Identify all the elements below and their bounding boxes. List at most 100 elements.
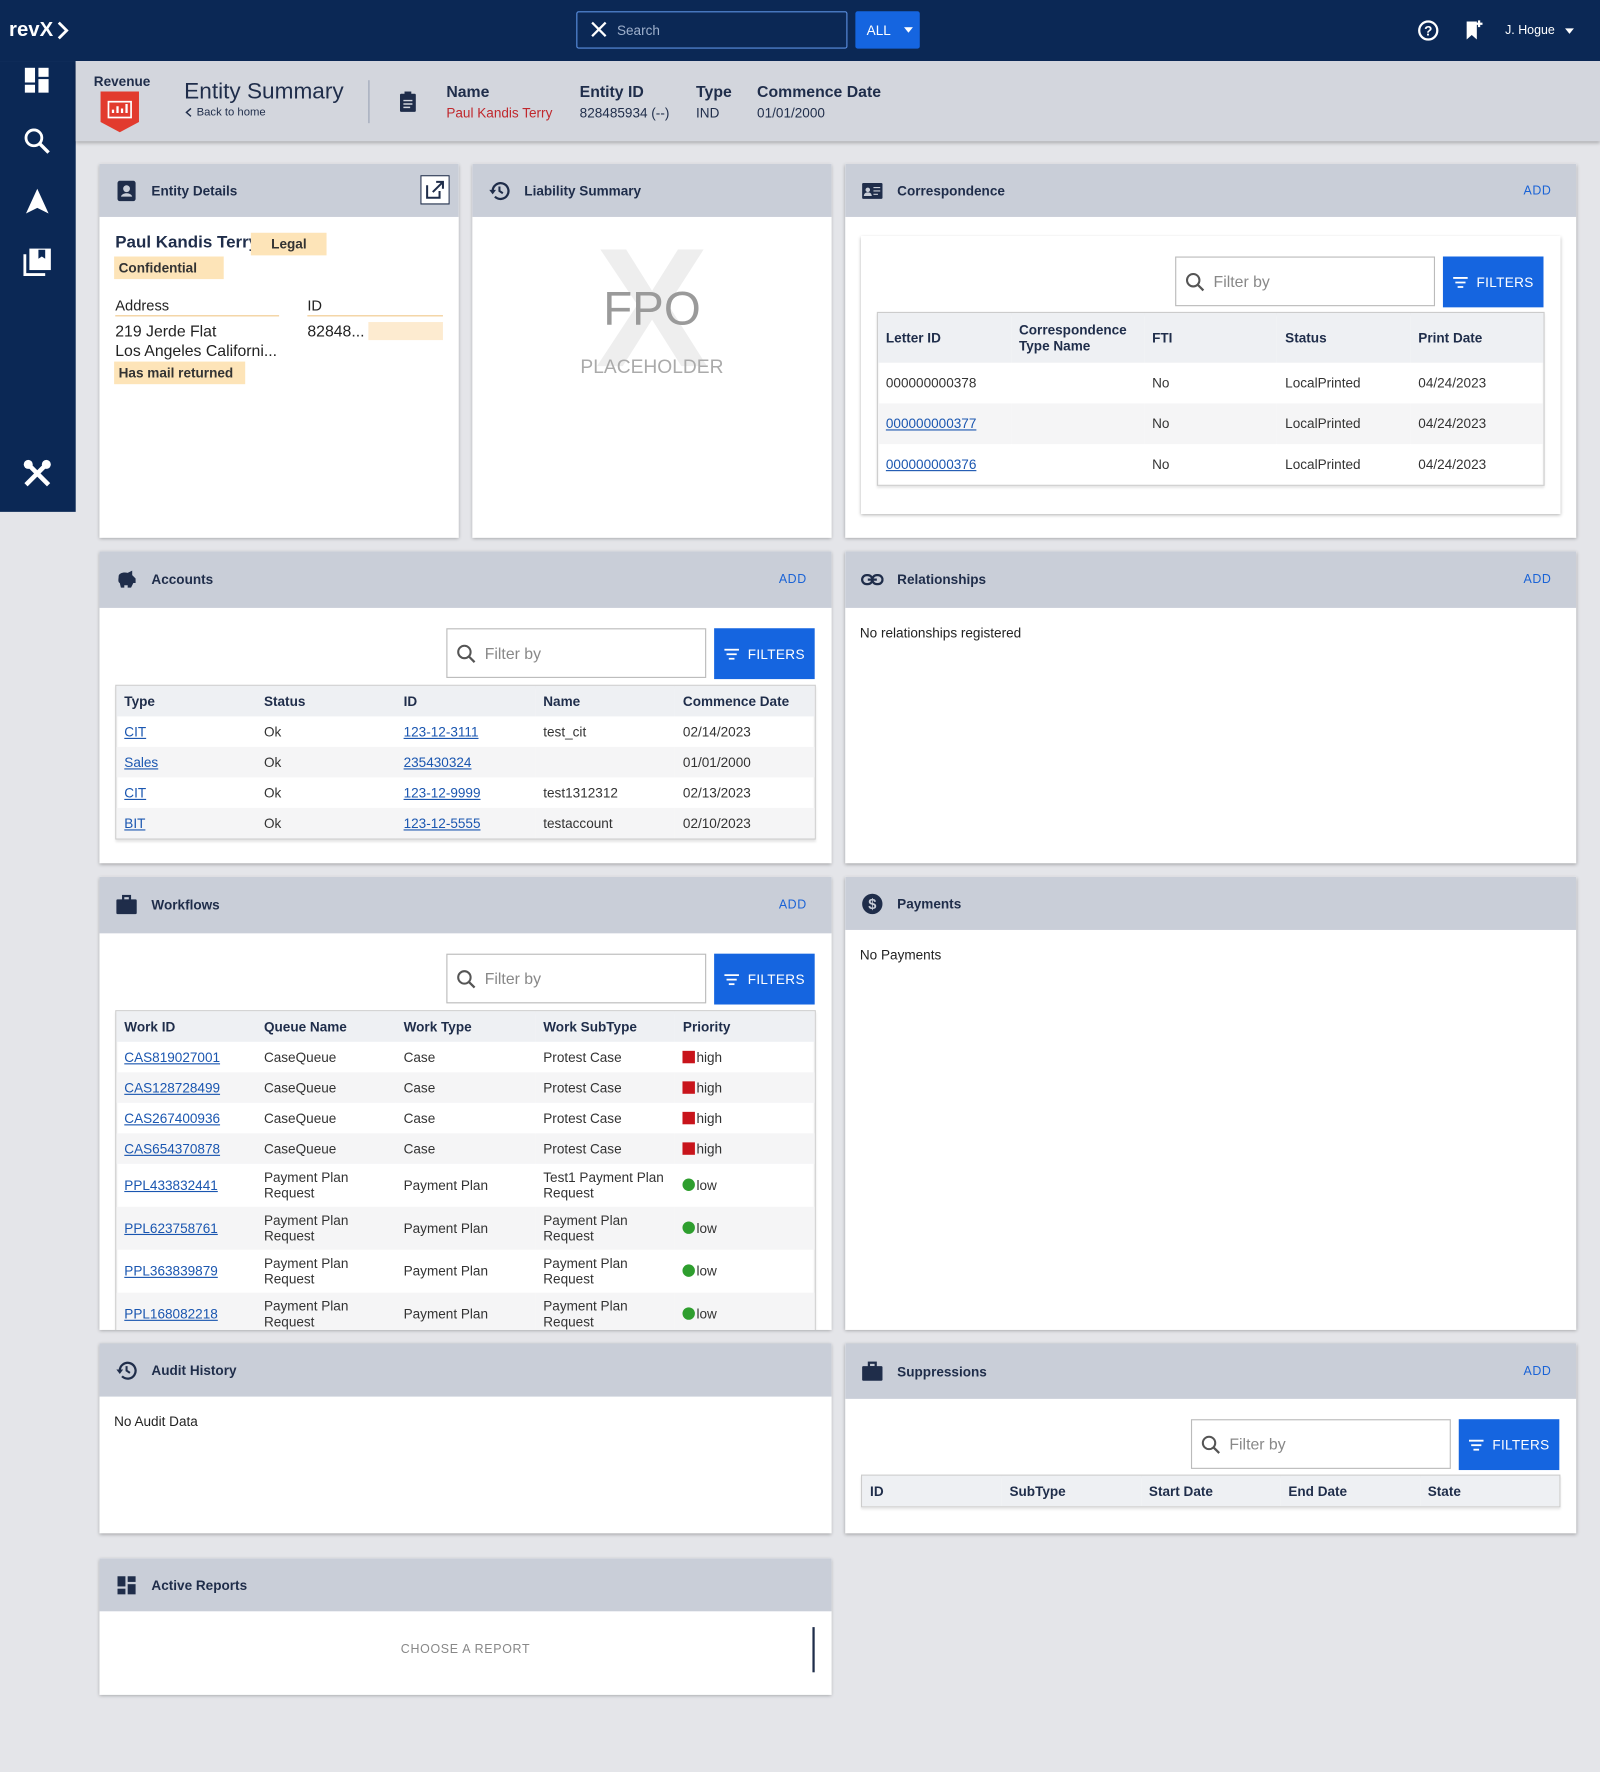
add-action[interactable]: ADD [1523, 572, 1552, 587]
filter-button[interactable]: FILTERS [714, 628, 815, 680]
data-table: ID SubType Start Date End Date State [862, 1475, 1560, 1507]
table-cell: Payment Plan [403, 1263, 489, 1280]
row-link[interactable]: 123-12-5555 [403, 815, 481, 832]
filter-button[interactable]: FILTERS [714, 953, 815, 1005]
table-cell: 123-12-3111 [396, 716, 536, 747]
search-icon [457, 969, 476, 988]
row-link[interactable]: 235430324 [403, 754, 472, 771]
row-link[interactable]: BIT [124, 815, 146, 832]
table-row: 000000000378 No LocalPrinted 04/24/2023 [878, 363, 1544, 404]
row-link[interactable]: 000000000377 [885, 415, 977, 432]
table-box: ID SubType Start Date End Date State [861, 1474, 1561, 1508]
open-icon[interactable] [420, 175, 450, 205]
placeholder-subtext: PLACEHOLDER [580, 355, 724, 378]
liability-summary-panel: Liability Summary X FPO PLACEHOLDER [472, 163, 832, 538]
table-cell: CAS128728499 [116, 1072, 257, 1103]
search-box[interactable]: Search [576, 11, 848, 49]
row-link[interactable]: CIT [124, 723, 147, 740]
panel-title: Workflows [151, 897, 220, 913]
row-link[interactable]: CAS654370878 [124, 1140, 221, 1157]
help-icon[interactable]: ? [1417, 19, 1440, 42]
header-row: Letter ID Correspondence Type Name FTI Stat… [877, 312, 1544, 363]
filter-input[interactable]: Filter by [446, 628, 707, 678]
table-cell: 000000000376 [878, 444, 1011, 485]
logo[interactable]: revX [9, 18, 54, 41]
choose-report-button[interactable]: CHOOSE A REPORT [400, 1642, 531, 1657]
suppressions-panel: Suppressions ADD Filter by FILTERS ID SubTy… [845, 1343, 1577, 1534]
panel-title: Correspondence [897, 182, 1005, 199]
row-link[interactable]: 000000000376 [885, 456, 977, 473]
back-link[interactable]: Back to home [196, 106, 266, 119]
panel-header: Active Reports [99, 1558, 832, 1612]
filter-button[interactable]: FILTERS [1442, 256, 1544, 308]
filter-input[interactable]: Filter by [446, 953, 707, 1004]
column-header: Name [535, 685, 675, 717]
row-link[interactable]: PPL623758761 [124, 1220, 218, 1237]
row-link[interactable]: CIT [124, 784, 147, 801]
table-cell: Protest Case [543, 1110, 622, 1126]
clear-icon[interactable] [591, 21, 607, 37]
priority-label: high [696, 1140, 723, 1157]
address-line: 219 Jerde Flat [115, 322, 217, 341]
filter-button-label: FILTERS [1476, 274, 1534, 290]
back-chevron [185, 107, 192, 117]
navigate-icon[interactable] [25, 188, 50, 215]
table-row: CIT Ok 123-12-9999 test1312312 02/13/2023 [116, 777, 814, 808]
table-cell: Case [403, 1049, 436, 1065]
priority-label: low [696, 1220, 717, 1237]
tools-icon[interactable] [23, 459, 52, 488]
panel-icon [117, 1575, 136, 1594]
row-link[interactable]: PPL363839879 [124, 1263, 218, 1280]
filter-row: Filter by FILTERS [845, 1399, 1576, 1475]
dashboard-icon[interactable] [24, 67, 51, 94]
row-link[interactable]: 123-12-3111 [403, 723, 479, 740]
panel-body: Filter by FILTERS Type Status ID Name Commence… [99, 608, 831, 840]
field-label: Type [696, 82, 732, 101]
add-action[interactable]: ADD [1523, 1364, 1552, 1378]
table-cell: low [675, 1164, 815, 1207]
placeholder-text: FPO [603, 281, 701, 335]
panel-header: $ Payments [845, 876, 1577, 930]
table-row: CAS128728499 CaseQueue Case Protest Case hig… [116, 1072, 815, 1103]
table-cell: 000000000377 [877, 403, 1012, 445]
priority-high-marker [682, 1080, 696, 1094]
filter-input[interactable]: Filter by [1175, 256, 1436, 307]
column-header: ID [862, 1475, 1002, 1507]
accounts-panel: Accounts ADD Filter by FILTERS Type Status I… [99, 551, 832, 864]
filter-button[interactable]: FILTERS [1458, 1419, 1560, 1471]
library-icon[interactable] [23, 247, 52, 276]
scope-button[interactable]: ALL [855, 11, 920, 49]
search-icon[interactable] [24, 128, 51, 155]
table-cell: 02/14/2023 [682, 723, 751, 740]
user-name[interactable]: J. Hogue [1505, 23, 1555, 38]
table-cell: LocalPrinted [1277, 403, 1411, 445]
table-row: PPL363839879 Payment Plan Request Payment … [116, 1250, 814, 1293]
table-cell: CAS819027001 [116, 1042, 256, 1073]
column-header: Work SubType [535, 1011, 675, 1042]
filter-input[interactable]: Filter by [1190, 1419, 1451, 1469]
header-row: ID SubType Start Date End Date State [862, 1475, 1560, 1507]
bookmark-icon[interactable] [1464, 19, 1484, 42]
entity-name: Paul Kandis Terry [115, 232, 259, 252]
table-cell: high [674, 1133, 815, 1164]
row-link[interactable]: 123-12-9999 [403, 784, 481, 801]
priority-low-marker [682, 1264, 696, 1277]
row-link[interactable]: Sales [124, 754, 159, 771]
row-link[interactable]: CAS128728499 [124, 1079, 221, 1096]
table-cell: CaseQueue [263, 1049, 337, 1065]
row-link[interactable]: PPL168082218 [124, 1306, 218, 1323]
add-action[interactable]: ADD [1523, 183, 1552, 198]
address: 219 Jerde Flat Los Angeles Californi... [115, 322, 277, 360]
add-action[interactable]: ADD [778, 898, 807, 912]
id-value: 82848... [307, 322, 365, 341]
row-link[interactable]: CAS267400936 [124, 1110, 221, 1126]
relationships-panel: Relationships ADD No relationships regis… [845, 551, 1577, 864]
priority-label: high [696, 1049, 723, 1065]
row-link[interactable]: CAS819027001 [124, 1049, 221, 1065]
audit-history-panel: Audit History No Audit Data [99, 1343, 832, 1534]
add-action[interactable]: ADD [778, 572, 807, 587]
row-link[interactable]: PPL433832441 [124, 1177, 218, 1194]
panel-header: Relationships ADD [845, 551, 1577, 608]
panel-icon [862, 182, 883, 199]
